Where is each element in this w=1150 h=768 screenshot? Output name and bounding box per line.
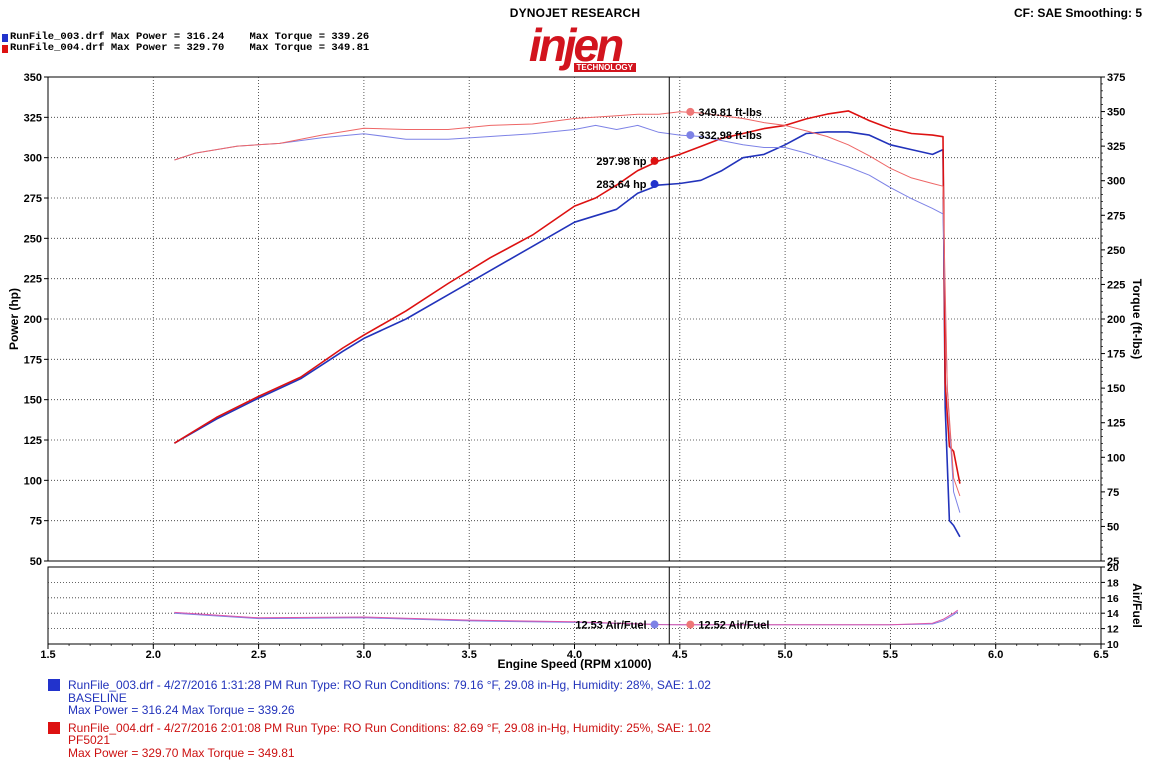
afr-tick-label: 20 <box>1107 562 1119 574</box>
y-left-tick-label: 350 <box>24 72 42 84</box>
y-right-tick-label: 250 <box>1107 245 1125 257</box>
afr-tick-label: 16 <box>1107 593 1119 605</box>
run-summary-row-1: RunFile_003.drf Max Power = 316.24 Max T… <box>2 32 369 43</box>
y-right-tick-label: 150 <box>1107 383 1125 395</box>
brand-block: DYNOJET RESEARCH injen TECHNOLOGY <box>480 6 670 72</box>
legend-swatch-run1 <box>48 679 60 691</box>
run1-max-torque: Max Torque = 339.26 <box>249 31 370 43</box>
afr-series-line <box>174 609 959 626</box>
y-right-tick-label: 25 <box>1107 556 1119 568</box>
afr-tick-label: 10 <box>1107 639 1119 651</box>
cursor-marker <box>650 620 659 629</box>
cursor-marker <box>650 180 659 189</box>
afr-axis-title: Air/Fuel <box>1130 583 1144 628</box>
legend-entry-run1: RunFile_003.drf - 4/27/2016 1:31:28 PM R… <box>48 679 711 717</box>
legend-swatch-run2 <box>48 721 60 734</box>
run2-swatch <box>2 44 8 53</box>
x-tick-label: 6.5 <box>1093 649 1108 661</box>
run2-max-torque: Max Torque = 349.81 <box>249 42 370 54</box>
legend-run1-conditions: RunFile_003.drf - 4/27/2016 1:31:28 PM R… <box>68 678 711 692</box>
x-tick-label: 5.0 <box>777 649 792 661</box>
power-series-line <box>173 110 961 484</box>
y-right-tick-label: 175 <box>1107 349 1125 361</box>
cursor-marker <box>650 156 659 165</box>
cursor-value-label: 349.81 ft-lbs <box>698 107 762 119</box>
y-left-tick-label: 250 <box>24 233 42 245</box>
y-left-tick-label: 175 <box>24 354 42 366</box>
logo-subtitle: TECHNOLOGY <box>573 63 636 72</box>
cursor-value-label: 283.64 hp <box>596 179 646 191</box>
brand-title: DYNOJET RESEARCH <box>509 6 641 20</box>
cursor-value-label: 12.52 Air/Fuel <box>698 620 769 632</box>
legend-run1-max: Max Power = 316.24 Max Torque = 339.26 <box>68 703 295 717</box>
correction-factor-label: CF: SAE Smoothing: 5 <box>1014 6 1142 20</box>
y-left-tick-label: 225 <box>24 274 42 286</box>
y-left-tick-label: 125 <box>24 435 42 447</box>
afr-tick-label: 18 <box>1107 577 1119 589</box>
y-right-axis-title: Torque (ft-lbs) <box>1130 279 1144 359</box>
x-tick-label: 5.5 <box>883 649 898 661</box>
x-tick-label: 2.0 <box>146 649 161 661</box>
y-right-tick-label: 275 <box>1107 210 1125 222</box>
y-right-tick-label: 50 <box>1107 521 1119 533</box>
x-tick-label: 3.0 <box>356 649 371 661</box>
run-summary-header: RunFile_003.drf Max Power = 316.24 Max T… <box>2 32 369 54</box>
cursor-marker <box>686 131 695 140</box>
dyno-chart: 1.5 2.0 2.5 3.0 3.5 4.0 4.5 5.0 5.5 6.0 6.5 50 75 100… <box>7 72 1144 670</box>
afr-tick-label: 12 <box>1107 624 1119 636</box>
legend-run2-conditions: RunFile_004.drf - 4/27/2016 2:01:08 PM R… <box>68 720 711 735</box>
afr-series-line <box>174 611 959 626</box>
x-tick-label: 1.5 <box>40 649 55 661</box>
torque-series-line <box>174 111 961 497</box>
y-right-tick-label: 350 <box>1107 107 1125 119</box>
legend-run2-label: PF5021 <box>68 733 111 747</box>
y-left-tick-label: 150 <box>24 395 42 407</box>
y-right-tick-label: 75 <box>1107 487 1119 499</box>
y-right-tick-label: 300 <box>1107 176 1125 188</box>
y-right-tick-label: 325 <box>1107 141 1125 153</box>
run-summary-row-2: RunFile_004.drf Max Power = 329.70 Max T… <box>2 43 369 54</box>
y-right-tick-label: 125 <box>1107 418 1125 430</box>
cursor-marker <box>686 620 695 629</box>
cursor-value-label: 332.98 ft-lbs <box>698 130 762 142</box>
x-tick-label: 2.5 <box>251 649 266 661</box>
y-left-axis-title: Power (hp) <box>7 288 21 350</box>
y-right-tick-label: 100 <box>1107 452 1125 464</box>
y-right-tick-label: 225 <box>1107 279 1125 291</box>
y-left-tick-label: 75 <box>30 516 42 528</box>
run1-name: RunFile_003.drf <box>10 31 105 43</box>
x-axis-title: Engine Speed (RPM x1000) <box>497 657 651 670</box>
cursor-marker <box>686 107 695 116</box>
cursor-value-label: 297.98 hp <box>596 156 646 168</box>
x-tick-label: 4.5 <box>672 649 687 661</box>
run1-swatch <box>2 33 8 42</box>
cursor-value-label: 12.53 Air/Fuel <box>575 620 646 632</box>
run1-max-power: Max Power = 316.24 <box>110 31 225 43</box>
y-right-tick-label: 200 <box>1107 314 1125 326</box>
power-series-line <box>174 131 961 538</box>
legend-run2-max: Max Power = 329.70 Max Torque = 349.81 <box>68 745 295 760</box>
legend-entry-run2: RunFile_004.drf - 4/27/2016 2:01:08 PM R… <box>48 720 711 760</box>
logo-word: injen <box>528 19 624 71</box>
x-tick-label: 3.5 <box>462 649 477 661</box>
run2-max-power: Max Power = 329.70 <box>110 42 225 54</box>
run2-name: RunFile_004.drf <box>10 42 105 54</box>
legend-run1-label: BASELINE <box>68 690 127 705</box>
y-left-tick-label: 100 <box>24 475 42 487</box>
afr-plot-frame <box>47 566 1102 645</box>
x-tick-label: 6.0 <box>988 649 1003 661</box>
y-left-tick-label: 275 <box>24 193 42 205</box>
x-tick-label: 4.0 <box>567 649 582 661</box>
injen-logo: injen TECHNOLOGY <box>500 19 650 72</box>
y-left-tick-label: 200 <box>24 314 42 326</box>
y-left-tick-label: 300 <box>24 153 42 165</box>
afr-tick-label: 14 <box>1107 608 1119 620</box>
y-left-tick-label: 325 <box>24 112 42 124</box>
legend: RunFile_003.drf - 4/27/2016 1:31:28 PM R… <box>48 679 711 764</box>
y-right-tick-label: 375 <box>1107 72 1125 84</box>
y-left-tick-label: 50 <box>30 556 42 568</box>
